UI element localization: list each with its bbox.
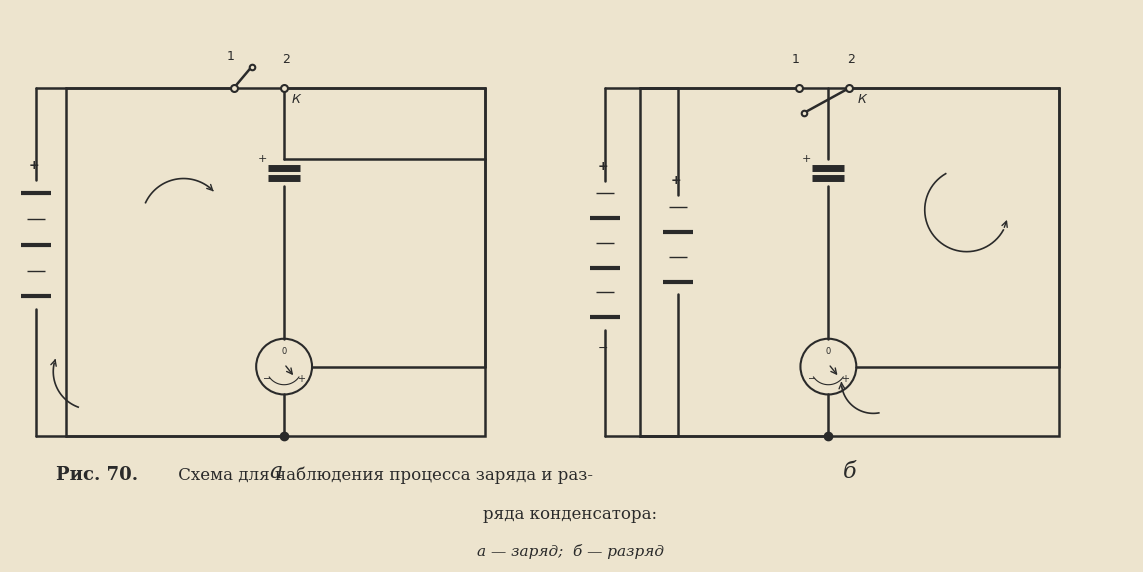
Text: 1: 1 [792,53,800,66]
Text: а — заряд;  б — разряд: а — заряд; б — разряд [477,544,663,559]
Bar [66,88,486,436]
Text: 2: 2 [847,53,855,66]
Text: +: + [841,374,849,384]
Text: −: − [808,374,816,384]
Text: ряда конденсатора:: ряда конденсатора: [483,506,657,523]
Text: +: + [671,174,681,187]
Text: +: + [801,154,812,164]
Text: −: − [263,374,271,384]
Text: 0: 0 [281,347,287,356]
Text: +: + [297,374,305,384]
Text: 0: 0 [825,347,831,356]
Bar [640,88,1058,436]
Text: Рис. 70.: Рис. 70. [56,466,138,484]
Text: 1: 1 [227,50,234,63]
Text: а: а [269,461,282,483]
Text: Схема для наблюдения процесса заряда и раз-: Схема для наблюдения процесса заряда и р… [173,466,593,483]
Text: К: К [293,93,301,106]
Text: К: К [857,93,866,106]
Text: +: + [598,160,608,173]
Text: −: − [598,341,608,355]
Text: +: + [257,154,266,164]
Text: б: б [842,461,856,483]
Text: 2: 2 [282,53,290,66]
Text: +: + [29,159,40,172]
